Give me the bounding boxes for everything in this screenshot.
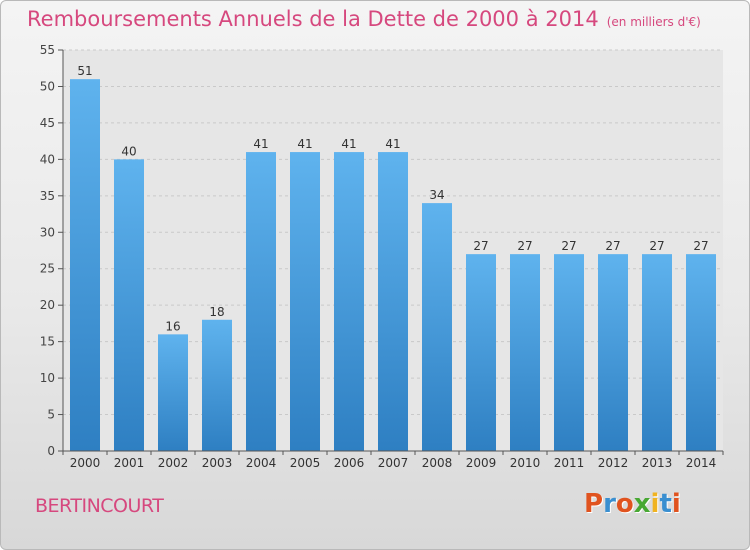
- x-tick-label-2003: 2003: [202, 456, 233, 470]
- y-tick-label: 30: [40, 225, 55, 239]
- x-tick-label-2005: 2005: [290, 456, 321, 470]
- commune-name: BERTINCOURT: [35, 495, 164, 517]
- data-label-2001: 40: [121, 144, 136, 158]
- bars: 51 40 16 18 41 41 41 41 34 27 27 27 27 27 27: [70, 64, 716, 451]
- bar-2002: [158, 334, 188, 451]
- x-tick-label-2007: 2007: [378, 456, 409, 470]
- x-tick-label-2011: 2011: [554, 456, 585, 470]
- bar-2009: [466, 254, 496, 451]
- logo-letter: t: [659, 489, 672, 519]
- x-tick-label-2002: 2002: [158, 456, 189, 470]
- x-tick-label-2008: 2008: [422, 456, 453, 470]
- chart-title-text: Remboursements Annuels de la Dette de 20…: [27, 7, 599, 31]
- x-tick-label-2010: 2010: [510, 456, 541, 470]
- data-label-2013: 27: [649, 239, 664, 253]
- bar-2010: [510, 254, 540, 451]
- logo-letter: r: [603, 489, 616, 519]
- y-tick-label: 10: [40, 371, 55, 385]
- bar-2008: [422, 203, 452, 451]
- y-tick-label: 40: [40, 152, 55, 166]
- y-tick-label: 50: [40, 79, 55, 93]
- logo-letter: x: [633, 489, 651, 519]
- data-label-2010: 27: [517, 239, 532, 253]
- data-label-2000: 51: [77, 64, 92, 78]
- y-tick-label: 25: [40, 262, 55, 276]
- chart-title: Remboursements Annuels de la Dette de 20…: [27, 7, 701, 31]
- bar-2004: [246, 152, 276, 451]
- y-tick-label: 20: [40, 298, 55, 312]
- bar-2012: [598, 254, 628, 451]
- x-tick-label-2013: 2013: [642, 456, 673, 470]
- data-label-2004: 41: [253, 137, 268, 151]
- data-label-2003: 18: [209, 305, 224, 319]
- data-label-2006: 41: [341, 137, 356, 151]
- y-tick-label: 35: [40, 189, 55, 203]
- x-tick-label-2000: 2000: [70, 456, 101, 470]
- y-tick-label: 5: [47, 408, 55, 422]
- data-label-2011: 27: [561, 239, 576, 253]
- x-tick-label-2009: 2009: [466, 456, 497, 470]
- bar-2000: [70, 79, 100, 451]
- bar-2003: [202, 319, 232, 451]
- y-axis: 0 5 10 15 20 25 30 35 40 45 50 55: [40, 43, 64, 458]
- data-label-2009: 27: [473, 239, 488, 253]
- bar-2014: [686, 254, 716, 451]
- bar-2001: [114, 159, 144, 451]
- y-tick-label: 55: [40, 43, 55, 57]
- y-tick-label: 0: [47, 444, 55, 458]
- data-label-2012: 27: [605, 239, 620, 253]
- x-tick-label-2006: 2006: [334, 456, 365, 470]
- data-label-2002: 16: [165, 319, 180, 333]
- data-label-2007: 41: [385, 137, 400, 151]
- logo-letter: i: [671, 489, 681, 519]
- bar-2006: [334, 152, 364, 451]
- x-tick-label-2014: 2014: [686, 456, 717, 470]
- data-label-2005: 41: [297, 137, 312, 151]
- logo-letter: P: [584, 489, 604, 519]
- proxiti-logo: Proxiti: [584, 489, 681, 519]
- x-tick-label-2012: 2012: [598, 456, 629, 470]
- y-tick-label: 45: [40, 116, 55, 130]
- x-tick-label-2001: 2001: [114, 456, 145, 470]
- bar-2013: [642, 254, 672, 451]
- bar-2007: [378, 152, 408, 451]
- chart-unit-note: (en milliers d'€): [606, 15, 701, 29]
- bar-2011: [554, 254, 584, 451]
- logo-letter: o: [615, 489, 634, 519]
- x-tick-label-2004: 2004: [246, 456, 277, 470]
- y-tick-label: 15: [40, 335, 55, 349]
- logo-letter: i: [650, 489, 660, 519]
- data-label-2008: 34: [429, 188, 444, 202]
- data-label-2014: 27: [693, 239, 708, 253]
- x-axis: 2000 2001 2002 2003 2004 2005 2006 2007 2008 2009…: [62, 450, 724, 470]
- bar-2005: [290, 152, 320, 451]
